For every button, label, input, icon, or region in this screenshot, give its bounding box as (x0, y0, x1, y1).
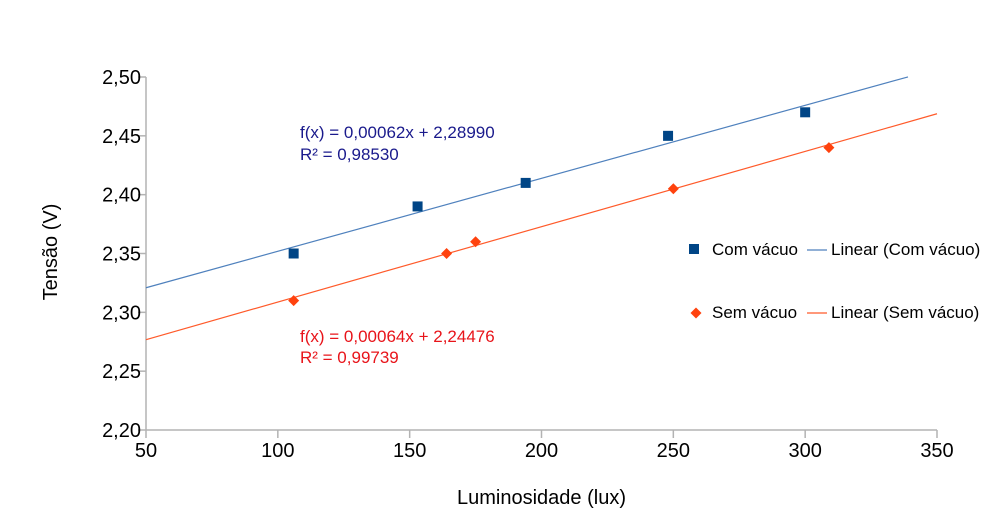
legend-label-linear-sem-vacuo: Linear (Sem vácuo) (831, 303, 979, 322)
data-point-com-vacuo (663, 130, 674, 141)
x-tick-label: 350 (920, 440, 953, 462)
legend-marker-sem-vacuo (690, 307, 702, 319)
axes (145, 77, 937, 431)
legend-label-linear-com-vacuo: Linear (Com vácuo) (831, 240, 980, 259)
data-point-sem-vacuo (288, 295, 300, 307)
data-point-sem-vacuo (823, 142, 835, 154)
legend-marker-com-vacuo (689, 244, 699, 254)
data-point-com-vacuo (520, 177, 531, 188)
x-axis-title: Luminosidade (lux) (457, 487, 626, 509)
data-point-sem-vacuo (667, 183, 679, 195)
legend-label-com-vacuo: Com vácuo (712, 240, 798, 259)
trendline-equation-com-vacuo: f(x) = 0,00062x + 2,28990 (300, 123, 495, 142)
y-tick-label: 2,40 (102, 185, 141, 207)
data-point-com-vacuo (412, 201, 423, 212)
data-point-sem-vacuo (441, 248, 453, 259)
x-tick-label: 50 (135, 440, 157, 462)
y-tick-label: 2,35 (102, 244, 141, 266)
data-point-com-vacuo (288, 248, 299, 259)
x-tick-label: 100 (261, 440, 294, 462)
tick-group: 50 100 150 200 250 300 350 2,20 2,25 2,30 2,35 2,40… (102, 67, 954, 462)
legend: Com vácuo Linear (Com vácuo) Sem vácuo L… (689, 240, 980, 322)
data-point-com-vacuo (800, 107, 811, 118)
trendline-group (145, 76, 938, 341)
y-tick-label: 2,25 (102, 361, 141, 383)
y-tick-label: 2,30 (102, 302, 141, 324)
x-tick-label: 250 (657, 440, 690, 462)
data-points (288, 107, 835, 307)
trendline-sem-vacuo (145, 113, 938, 341)
x-tick-label: 150 (393, 440, 426, 462)
x-tick-label: 200 (525, 440, 558, 462)
trendline-r2-sem-vacuo: R² = 0,99739 (300, 348, 399, 367)
x-tick-label: 300 (788, 440, 821, 462)
trendline-equation-sem-vacuo: f(x) = 0,00064x + 2,24476 (300, 327, 495, 346)
data-point-sem-vacuo (470, 236, 482, 248)
legend-row-sem-vacuo: Sem vácuo Linear (Sem vácuo) (690, 303, 979, 322)
y-tick-label: 2,20 (102, 420, 141, 442)
y-tick-label: 2,45 (102, 126, 141, 148)
trendline-r2-com-vacuo: R² = 0,98530 (300, 145, 399, 164)
y-tick-label: 2,50 (102, 67, 141, 89)
legend-label-sem-vacuo: Sem vácuo (712, 303, 797, 322)
y-axis-title: Tensão (V) (40, 204, 62, 301)
legend-row-com-vacuo: Com vácuo Linear (Com vácuo) (689, 240, 980, 259)
